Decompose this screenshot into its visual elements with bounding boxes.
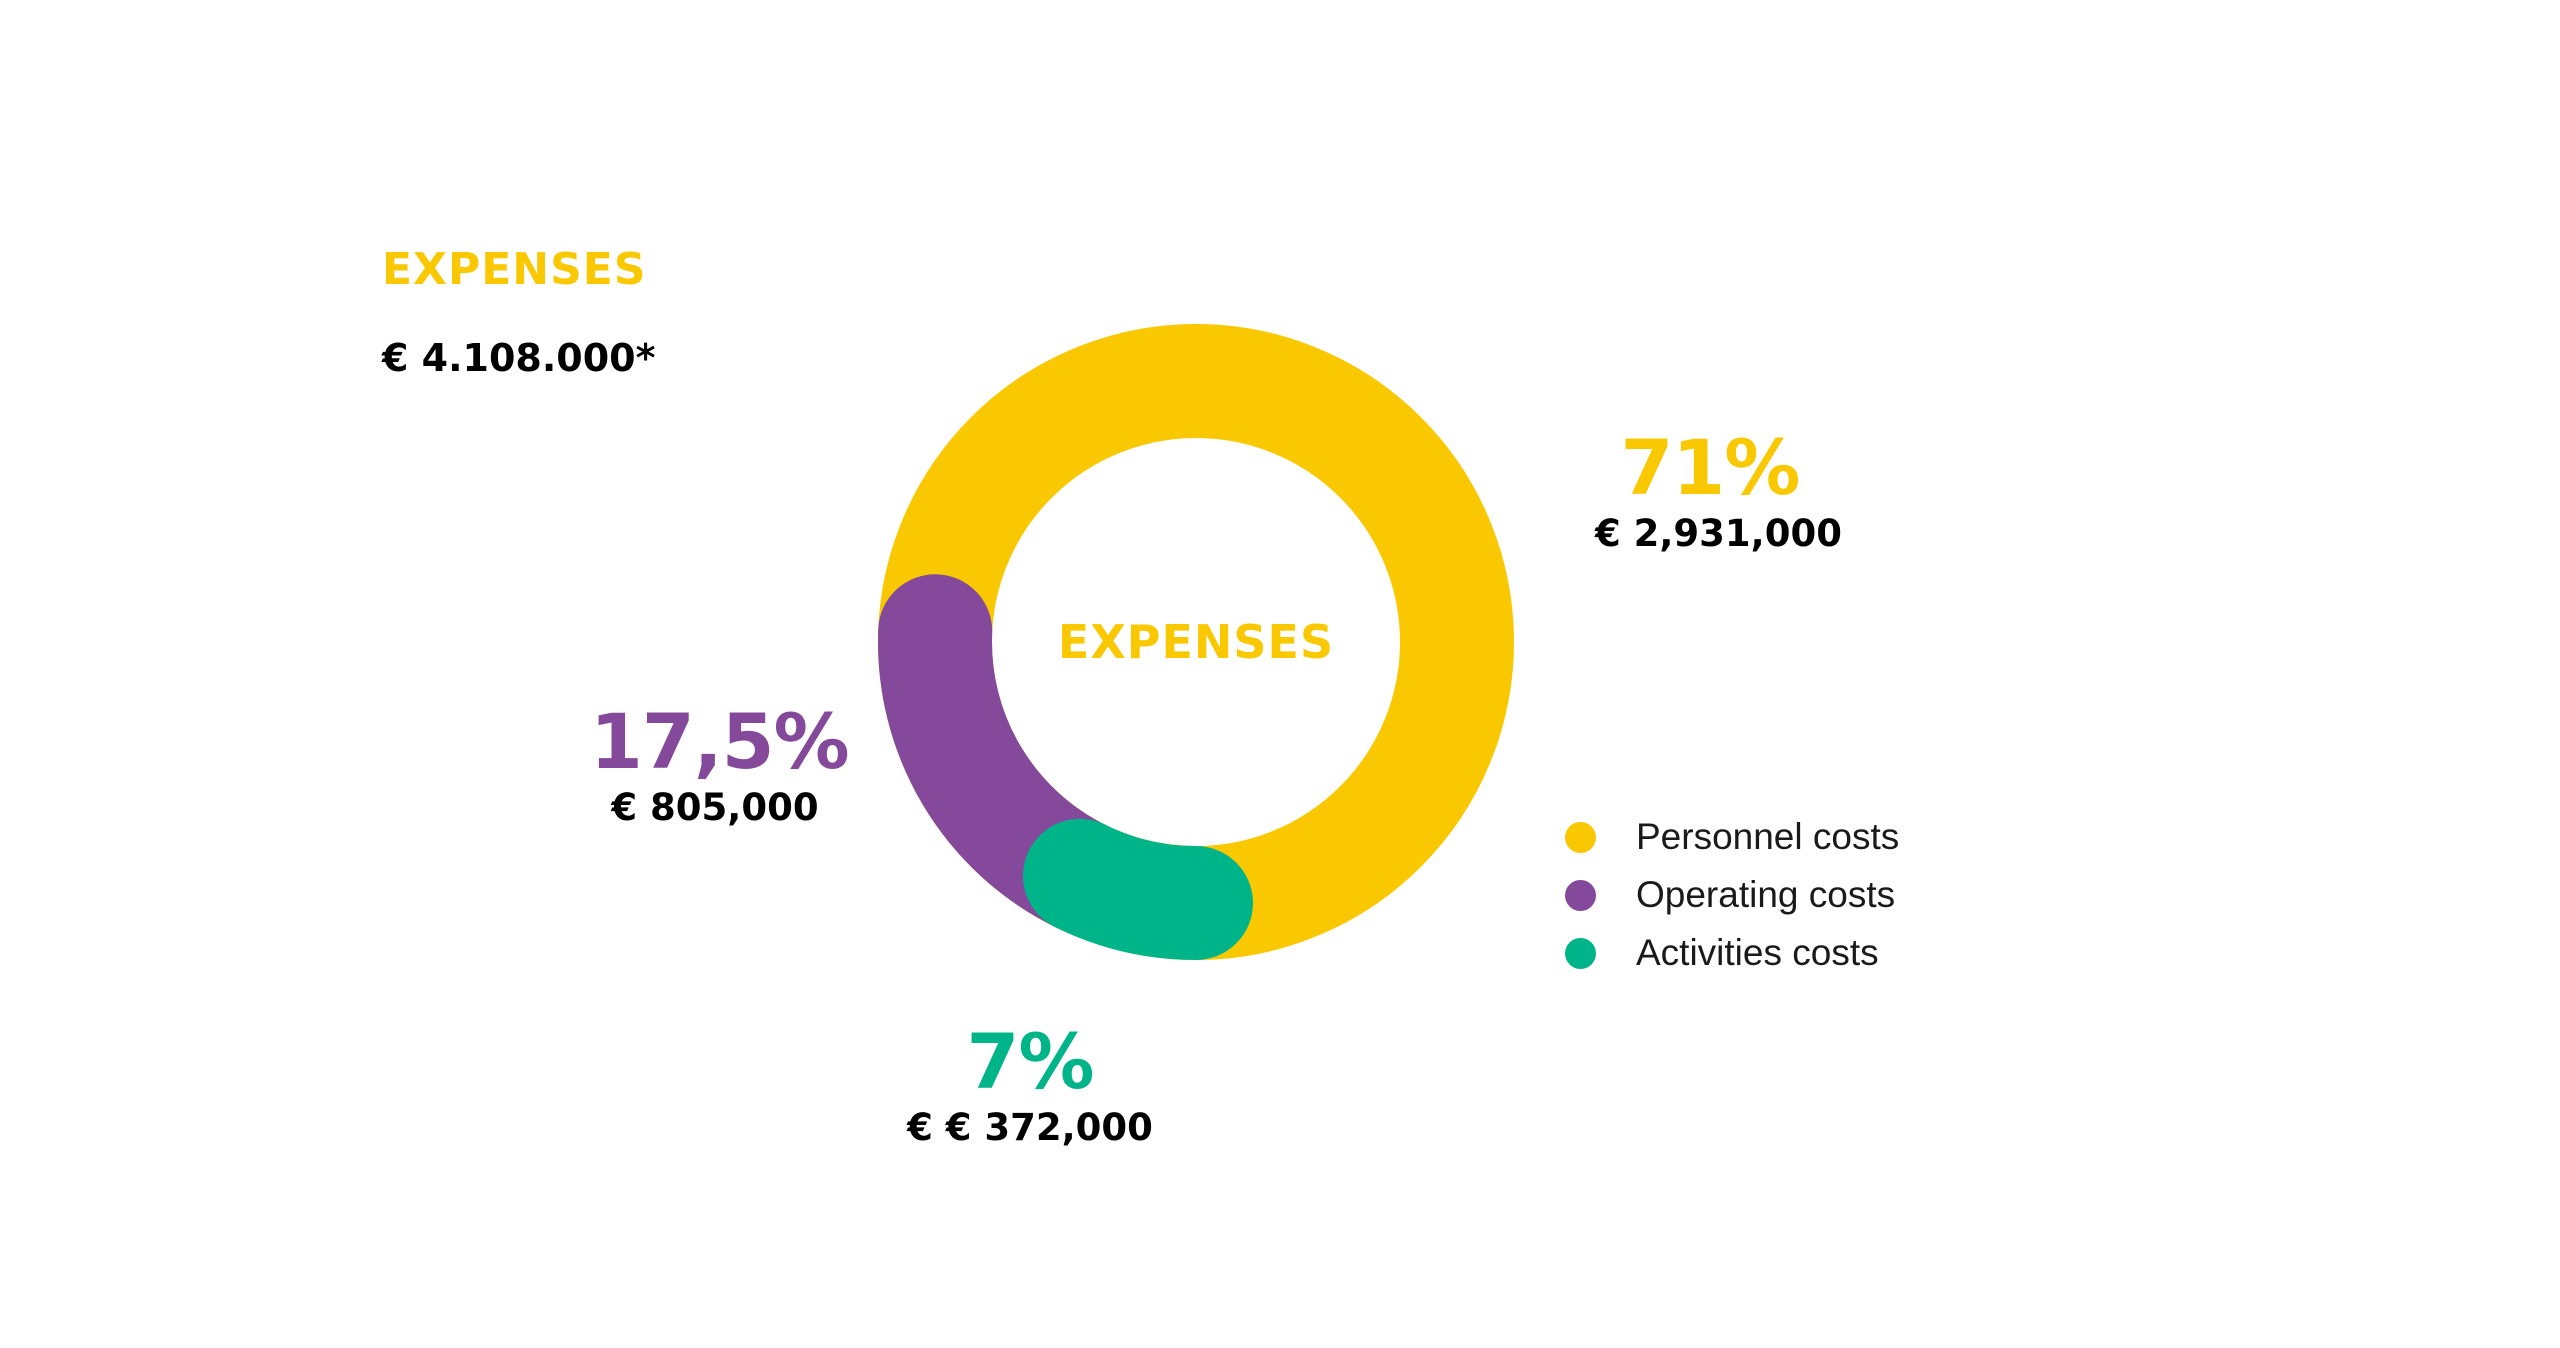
legend-dot-personnel (1565, 821, 1596, 853)
chart-title: EXPENSES (382, 244, 647, 295)
slice-amount-activities: € € 372,000 (907, 1106, 1153, 1149)
slice-label-activities: 7% € € 372,000 (885, 1020, 1175, 1152)
slice-percent-activities: 7% (966, 1017, 1094, 1106)
donut-slice-activities-costs (1023, 818, 1253, 960)
total-amount: € 4.108.000* (382, 336, 656, 380)
legend-label-operating: Operating costs (1636, 874, 1896, 915)
slice-percent-operating: 17,5% (590, 697, 850, 786)
slice-label-operating: 17,5% € 805,000 (590, 697, 850, 832)
legend-label-activities: Activities costs (1636, 932, 1879, 973)
chart-legend: Personnel costs Operating costs Activiti… (1565, 808, 1899, 982)
legend-label-personnel: Personnel costs (1636, 816, 1900, 857)
slice-percent-personnel: 71% (1620, 423, 1801, 512)
slice-amount-personnel: € 2,931,000 (1595, 512, 1842, 555)
slice-amount-operating: € 805,000 (611, 786, 819, 829)
legend-item-activities: Activities costs (1565, 924, 1899, 982)
legend-item-personnel: Personnel costs (1565, 808, 1899, 866)
legend-dot-operating (1565, 879, 1596, 911)
donut-center-label: EXPENSES (1058, 615, 1334, 669)
legend-item-operating: Operating costs (1565, 866, 1899, 924)
slice-label-personnel: 71% € 2,931,000 (1595, 423, 1842, 558)
legend-dot-activities (1565, 937, 1596, 969)
